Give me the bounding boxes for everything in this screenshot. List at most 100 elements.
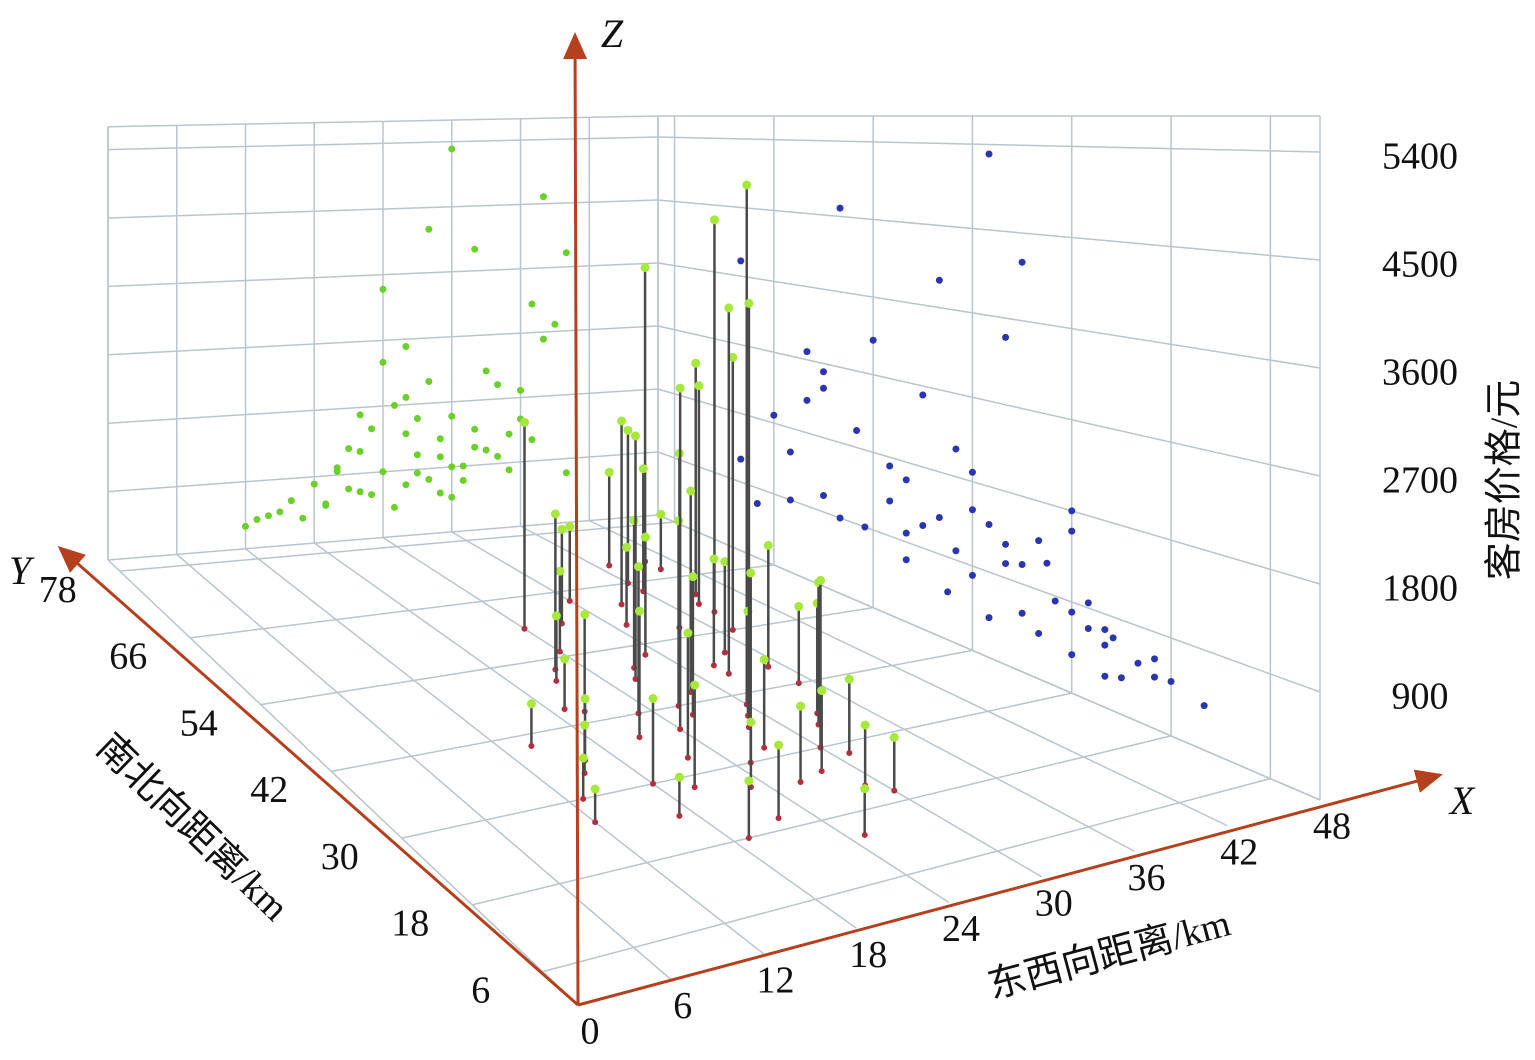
wall-grid-line [657, 199, 1321, 261]
wall-projection-point [471, 425, 479, 433]
floor-grid-line [107, 559, 579, 1006]
stem-base [745, 834, 752, 841]
z-tick-label: 3600 [1382, 352, 1458, 394]
data-point [724, 303, 734, 313]
wall-projection-point [1101, 641, 1109, 649]
wall-projection-point [379, 468, 387, 476]
x-axis-title: 东西向距离/km [983, 902, 1235, 1007]
wall-projection-point [1068, 608, 1076, 616]
wall-projection-point [539, 335, 547, 343]
z-tick-label: 5400 [1382, 136, 1458, 178]
wall-projection-point [253, 516, 261, 524]
x-tick-label: 36 [1128, 857, 1166, 899]
wall-projection-point [770, 411, 778, 419]
wall-projection-point [886, 462, 894, 470]
stem-base [677, 726, 684, 733]
stem-base [592, 819, 599, 826]
y-tick-label: 30 [321, 836, 359, 878]
stem-base [891, 787, 898, 794]
data-point [550, 509, 560, 519]
data-point [638, 464, 648, 474]
data-point [816, 575, 825, 585]
wall-projection-point [310, 480, 318, 488]
wall-projection-point [379, 285, 387, 293]
wall-projection-point [482, 367, 490, 375]
wall-grid-line [107, 136, 659, 151]
wall-projection-point [402, 342, 410, 350]
stem-base [846, 750, 853, 757]
data-point [622, 542, 632, 552]
stem-base [691, 784, 698, 791]
stem-base [623, 621, 630, 628]
wall-projection-point [935, 276, 943, 284]
wall-projection-point [494, 452, 502, 460]
wall-projection-point [1035, 629, 1043, 637]
axis-letter: X [1448, 778, 1476, 823]
wall-projection-point [944, 588, 952, 596]
wall-projection-point [902, 556, 910, 564]
floor-grid-line [520, 525, 1135, 852]
floor-grid-line [382, 536, 950, 904]
wall-projection-point [482, 446, 490, 454]
wall-projection-point [1002, 540, 1010, 548]
data-point [720, 557, 730, 567]
data-point [526, 699, 536, 709]
z-tick-label: 1800 [1382, 568, 1458, 610]
z-tick-label: 2700 [1382, 460, 1458, 502]
wall-projection-point [448, 463, 456, 471]
data-point [565, 522, 575, 532]
wall-projection-point [276, 508, 284, 516]
wall-grid-line [657, 451, 1321, 693]
stem-base [618, 601, 625, 608]
data-point [817, 686, 827, 696]
wall-projection-point [528, 436, 536, 444]
wall-projection-point [836, 204, 844, 212]
z-axis [563, 32, 588, 1006]
wall-projection-point [333, 464, 341, 472]
wall-grid-line [657, 136, 1321, 153]
x-tick-label: 24 [942, 908, 980, 950]
data-point [631, 431, 641, 441]
data-point [774, 740, 784, 750]
stem-base [721, 649, 728, 656]
z-tick-label: 4500 [1382, 244, 1458, 286]
wall-grid-line [657, 388, 1321, 585]
wall-projection-point [436, 435, 444, 443]
wall-projection-point [919, 391, 927, 399]
wall-projection-point [1051, 597, 1059, 605]
wall-projection-point [1134, 659, 1142, 667]
data-point [640, 532, 650, 542]
wall-projection-point [786, 496, 794, 504]
wall-projection-point [471, 245, 479, 253]
wall-projection-point [356, 411, 364, 419]
data-point [617, 416, 627, 426]
data-point [746, 717, 756, 727]
data-point [623, 425, 633, 435]
wall-projection-point [459, 462, 467, 470]
wall-projection-point [1043, 559, 1051, 567]
stem-base [556, 648, 563, 655]
wall-projection-point [1068, 507, 1076, 515]
wall-projection-point [1117, 674, 1125, 682]
axis-letter: Y [9, 548, 35, 593]
floor-grid-line [588, 519, 1228, 827]
wall-projection-point [1101, 626, 1109, 634]
data-point [686, 486, 696, 496]
x-tick-label: 42 [1220, 831, 1258, 873]
data-point [709, 215, 719, 225]
wall-projection-point [737, 455, 745, 463]
wall-projection-point [448, 412, 456, 420]
x-tick-label: 18 [849, 934, 887, 976]
wall-projection-point [390, 401, 398, 409]
wall-projection-point [299, 514, 307, 522]
wall-projection-point [1035, 537, 1043, 545]
wall-projection-point [820, 384, 827, 392]
stem-base [761, 744, 768, 751]
wall-projection-point [1002, 560, 1010, 568]
data-point [844, 674, 854, 684]
wall-projection-point [968, 571, 976, 579]
stem-base [797, 778, 804, 785]
floor-grid-line [401, 692, 1072, 839]
wall-projection-point [803, 396, 811, 404]
